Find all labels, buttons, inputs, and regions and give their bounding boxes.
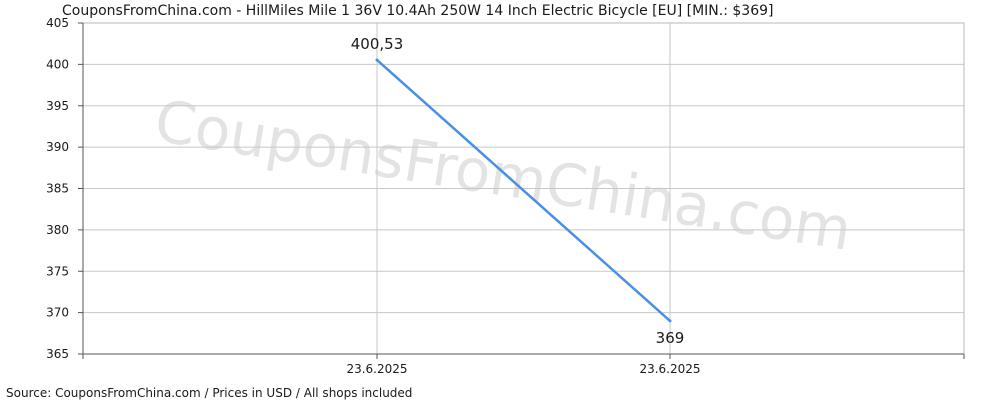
y-tick-label: 395 (46, 99, 69, 113)
data-point (375, 58, 379, 62)
chart-title: CouponsFromChina.com - HillMiles Mile 1 … (62, 3, 774, 19)
y-tick-label: 370 (46, 306, 69, 320)
y-tick-label: 400 (46, 57, 69, 71)
data-label: 369 (656, 329, 685, 347)
y-tick-label: 390 (46, 140, 69, 154)
y-tick-label: 365 (46, 347, 69, 361)
y-tick-label: 405 (46, 16, 69, 30)
series-layer: 400,53 369 (351, 35, 685, 347)
y-tick-label: 380 (46, 223, 69, 237)
data-point (668, 319, 672, 323)
watermark-text: CouponsFromChina.com (150, 87, 856, 264)
price-line (376, 59, 671, 322)
x-tick-label: 23.6.2025 (346, 362, 407, 376)
y-tick-label: 375 (46, 264, 69, 278)
y-tick-label: 385 (46, 182, 69, 196)
source-note: Source: CouponsFromChina.com / Prices in… (6, 386, 412, 400)
x-tick-label: 23.6.2025 (639, 362, 700, 376)
axes: 365 370 375 380 385 390 395 400 405 23.6.2025 23.6… (46, 16, 965, 376)
data-label: 400,53 (351, 35, 404, 53)
grid-lines (83, 22, 964, 355)
